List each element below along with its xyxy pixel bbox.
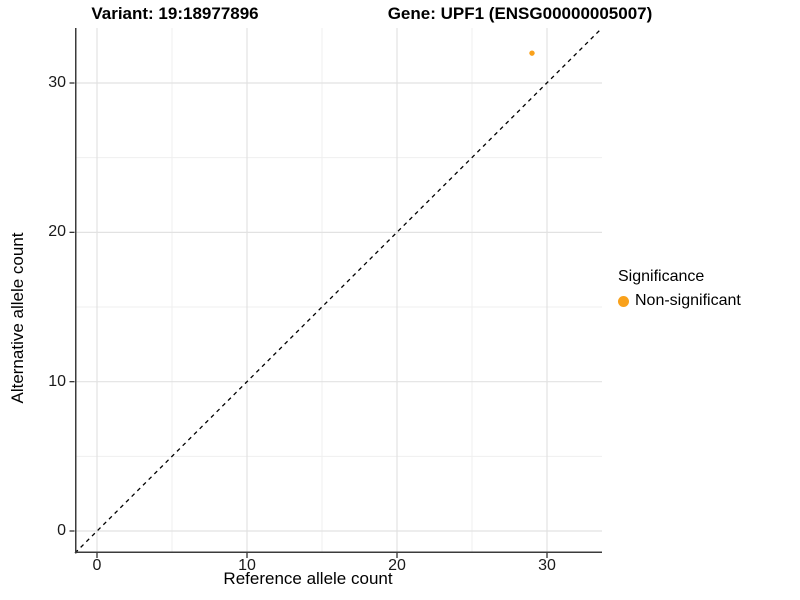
legend-item-label: Non-significant [635, 292, 741, 309]
x-tick-label: 0 [92, 557, 102, 574]
variant-title: Variant: 19:18977896 [91, 4, 259, 23]
x-tick-label: 10 [238, 557, 256, 574]
y-tick-label: 30 [48, 74, 66, 91]
gene-title: Gene: UPF1 (ENSG00000005007) [387, 4, 653, 23]
y-tick-label: 10 [48, 372, 66, 390]
x-tick-label: 30 [538, 557, 556, 574]
y-axis-title: Alternative allele count [8, 232, 27, 404]
legend: Significance Non-significant [618, 268, 741, 310]
legend-item-non-significant: Non-significant [618, 292, 741, 310]
y-tick-label: 20 [48, 223, 66, 241]
plot-panel [69, 27, 603, 558]
y-tick-label: 0 [57, 522, 66, 539]
data-point [529, 50, 535, 56]
legend-orange-dot-icon [618, 295, 629, 307]
identity-dashed-line [74, 27, 603, 554]
legend-title: Significance [618, 268, 705, 285]
x-axis-title: Reference allele count [223, 569, 393, 588]
x-tick-label: 20 [388, 557, 406, 574]
plot-canvas [69, 27, 603, 558]
